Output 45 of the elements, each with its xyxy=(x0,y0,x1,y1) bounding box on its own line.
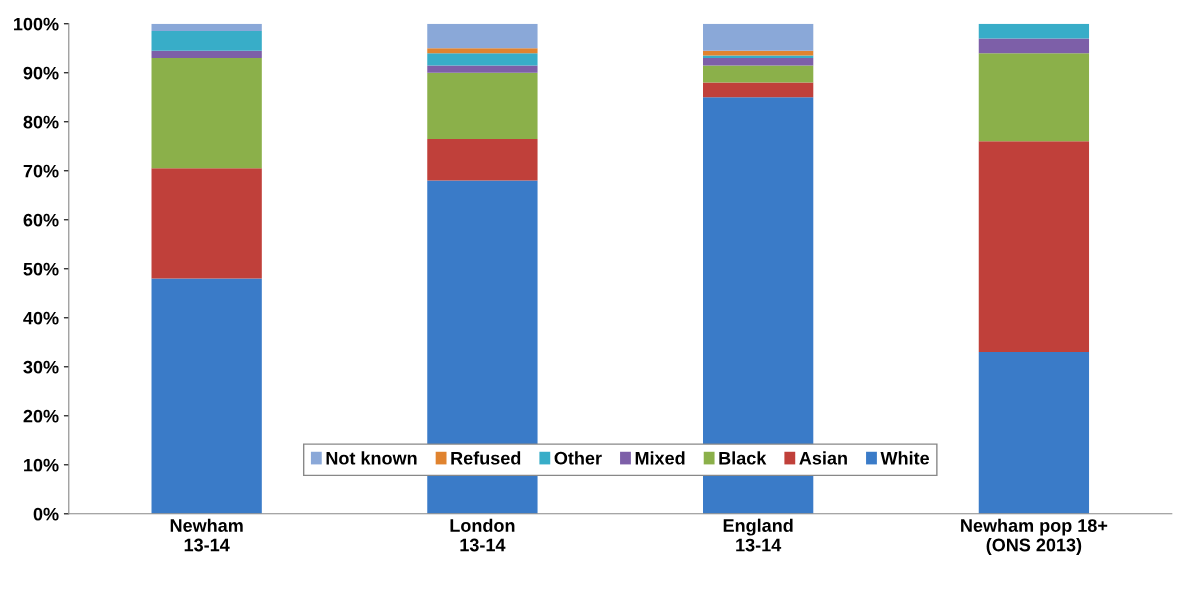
bar xyxy=(978,53,1090,142)
y-tick-label: 60% xyxy=(23,213,59,227)
bar xyxy=(151,58,262,169)
bar xyxy=(427,65,538,73)
bar xyxy=(703,23,814,51)
bar xyxy=(427,23,538,49)
x-tick-label: Newham pop 18+ (ONS 2013) xyxy=(961,518,1108,555)
bar xyxy=(703,58,814,66)
bar xyxy=(151,278,262,514)
bar xyxy=(703,82,814,98)
bar xyxy=(978,23,1090,39)
bar xyxy=(151,168,262,279)
x-tick-label: London 13-14 xyxy=(450,518,515,552)
legend-label: White xyxy=(880,451,930,465)
bar xyxy=(151,50,262,59)
bar xyxy=(427,72,538,139)
legend-label: Black xyxy=(719,451,767,465)
y-tick-label: 100% xyxy=(14,17,59,31)
bar xyxy=(427,53,538,66)
bar xyxy=(427,180,538,514)
x-tick-label: England 13-14 xyxy=(723,518,793,552)
bar xyxy=(703,50,814,56)
legend-label: Refused xyxy=(451,451,521,465)
y-tick-label: 0% xyxy=(33,507,59,521)
y-tick-label: 10% xyxy=(24,458,59,472)
y-tick-label: 90% xyxy=(23,66,59,80)
legend-label: Mixed xyxy=(635,451,685,465)
y-tick-label: 30% xyxy=(23,360,59,374)
y-tick-label: 50% xyxy=(23,262,59,276)
x-tick-label: Newham 13-14 xyxy=(170,518,243,552)
bar xyxy=(427,138,538,181)
y-tick-label: 40% xyxy=(23,311,59,325)
bar xyxy=(151,31,262,51)
bar xyxy=(151,23,262,32)
legend-label: Not known xyxy=(326,451,417,465)
bar xyxy=(978,38,1090,54)
bar xyxy=(703,65,814,83)
legend-label: Other xyxy=(554,451,602,465)
y-tick-label: 20% xyxy=(23,409,59,423)
y-tick-label: 80% xyxy=(23,115,59,129)
bar xyxy=(978,352,1090,514)
bar xyxy=(427,48,538,54)
y-tick-label: 70% xyxy=(23,164,59,178)
bar xyxy=(978,141,1090,353)
legend-label: Asian xyxy=(799,451,847,465)
